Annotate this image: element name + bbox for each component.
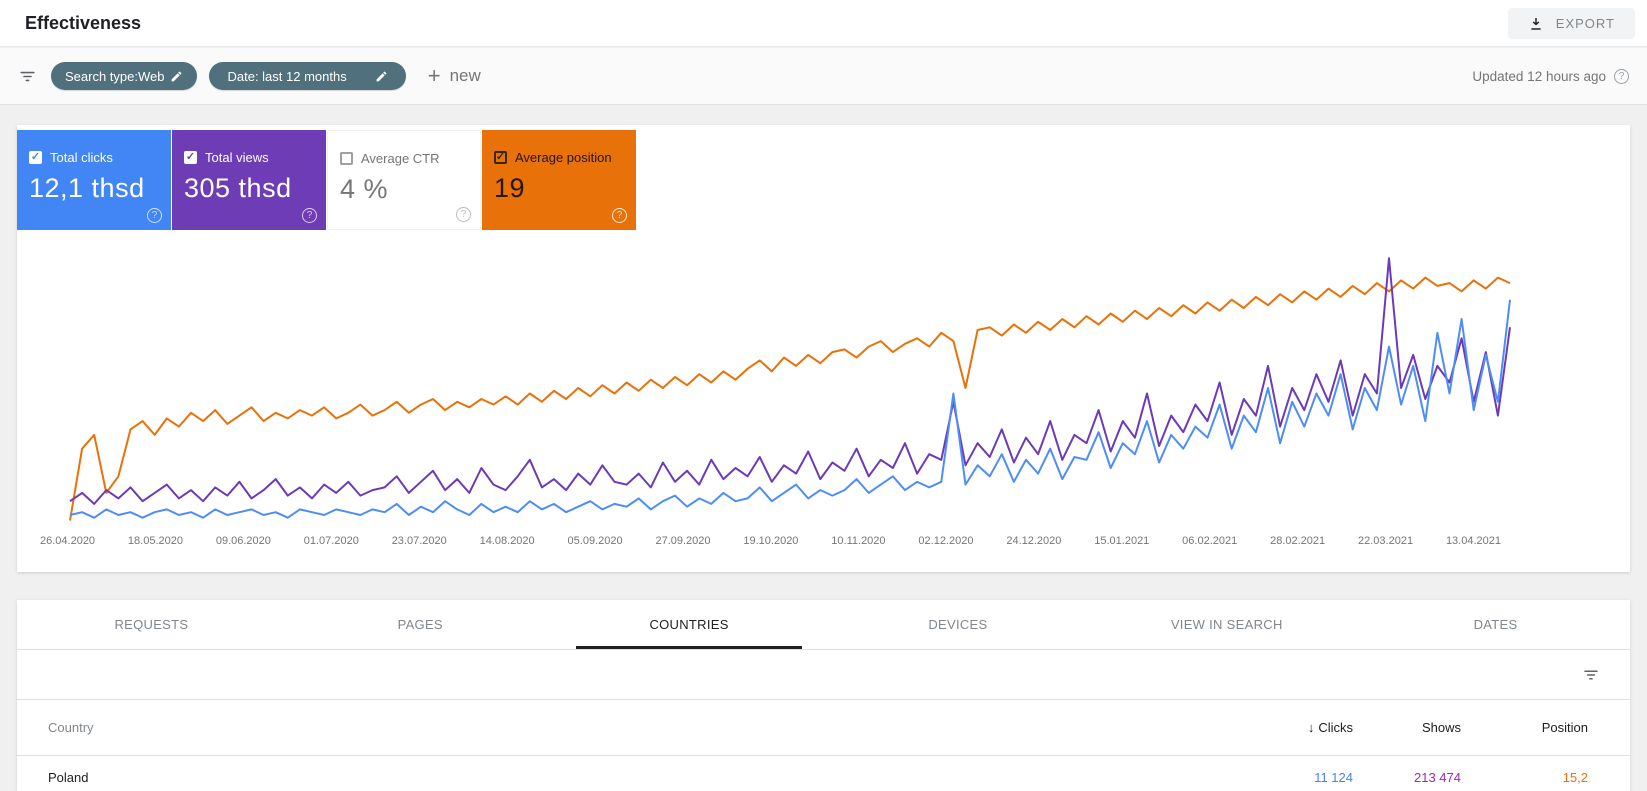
checkbox-average-position[interactable]: ✓ [494, 151, 507, 164]
help-icon[interactable]: ? [147, 208, 162, 223]
metric-label: Average position [515, 150, 612, 165]
column-header-clicks[interactable]: ↓ Clicks [1307, 720, 1353, 735]
cell-position: 15,2 [1562, 770, 1588, 785]
column-header-shows[interactable]: Shows [1421, 720, 1461, 735]
x-axis-label: 13.04.2021 [1445, 535, 1501, 547]
cell-shows: 213 474 [1414, 770, 1461, 785]
updated-text: Updated 12 hours ago [1472, 68, 1606, 84]
metric-value: 305 thsd [184, 173, 292, 203]
x-axis-label: 06.02.2021 [1182, 535, 1238, 547]
checkbox-total-views[interactable]: ✓ [184, 151, 197, 164]
x-axis-label: 15.01.2021 [1094, 535, 1150, 547]
help-icon[interactable]: ? [302, 208, 317, 223]
x-axis-label: 05.09.2020 [567, 535, 623, 547]
filter-chip-label: Date: last 12 months [227, 68, 347, 84]
metric-value: 19 [494, 173, 526, 203]
x-axis-label: 18.05.2020 [127, 535, 183, 547]
table-filter-icon[interactable] [1582, 666, 1600, 684]
table-row[interactable]: Poland 11 124 213 474 15,2 [17, 756, 1630, 791]
cell-clicks: 11 124 [1314, 770, 1353, 785]
new-filter-button[interactable]: + new [427, 63, 481, 88]
traffic-chart [17, 230, 1630, 530]
top-header: Effectiveness EXPORT [0, 0, 1647, 47]
x-axis-label: 24.12.2020 [1006, 535, 1062, 547]
dimension-tabs: REQUESTS PAGES COUNTRIES DEVICES VIEW IN… [17, 600, 1630, 650]
help-icon[interactable]: ? [612, 208, 627, 223]
sort-desc-icon: ↓ [1307, 720, 1315, 735]
filter-bar: Search type:Web Date: last 12 months + n… [0, 48, 1647, 105]
dimensions-table-card: REQUESTS PAGES COUNTRIES DEVICES VIEW IN… [17, 600, 1630, 791]
table-header-row: Country ↓ Clicks Shows Position [17, 700, 1630, 756]
tab-dates[interactable]: DATES [1473, 617, 1518, 632]
metric-tile-total-clicks[interactable]: ✓ Total clicks 12,1 thsd ? [17, 130, 171, 230]
metric-value: 4 % [340, 174, 389, 204]
help-icon[interactable]: ? [456, 207, 471, 222]
filter-list-icon[interactable] [18, 67, 37, 86]
export-button[interactable]: EXPORT [1507, 8, 1635, 39]
checkbox-total-clicks[interactable]: ✓ [29, 151, 42, 164]
x-axis-label: 10.11.2020 [831, 535, 886, 547]
edit-pencil-icon [375, 70, 388, 83]
metric-label: Total views [205, 150, 269, 165]
help-icon[interactable]: ? [1614, 68, 1629, 84]
export-label: EXPORT [1555, 16, 1615, 31]
tab-requests[interactable]: REQUESTS [114, 617, 189, 632]
x-axis-label: 26.04.2020 [40, 535, 96, 547]
metric-tiles: ✓ Total clicks 12,1 thsd ? ✓ Total views… [17, 130, 636, 230]
metric-tile-average-ctr[interactable]: Average CTR 4 % ? [327, 130, 481, 230]
x-axis-label: 01.07.2020 [303, 535, 359, 547]
chart-line-total-views [69, 257, 1511, 505]
cell-country: Poland [48, 770, 89, 785]
new-filter-label: new [449, 66, 481, 85]
check-icon: ✓ [30, 151, 41, 163]
plus-icon: + [427, 63, 441, 88]
x-axis-label: 02.12.2020 [918, 535, 974, 547]
download-icon [1531, 17, 1541, 30]
x-axis-labels: 26.04.2020 18.05.2020 09.06.2020 01.07.2020… [40, 535, 1501, 547]
x-axis-label: 23.07.2020 [391, 535, 447, 547]
x-axis-label: 14.08.2020 [479, 535, 535, 547]
tab-countries[interactable]: COUNTRIES [555, 600, 824, 649]
chart-line-total-clicks [69, 299, 1511, 519]
filter-chip-date[interactable]: Date: last 12 months [209, 62, 406, 90]
check-icon: ✓ [495, 151, 506, 163]
tab-pages[interactable]: PAGES [397, 617, 443, 632]
x-axis-label: 09.06.2020 [215, 535, 271, 547]
filter-chip-search-type[interactable]: Search type:Web [51, 62, 198, 90]
metric-label: Average CTR [361, 151, 440, 166]
column-header-country[interactable]: Country [48, 720, 94, 735]
x-axis-label: 19.10.2020 [743, 535, 799, 547]
updated-status: Updated 12 hours ago ? [1472, 68, 1629, 84]
x-axis-label: 22.03.2021 [1358, 535, 1414, 547]
x-axis-label: 28.02.2021 [1270, 535, 1326, 547]
metric-tile-total-views[interactable]: ✓ Total views 305 thsd ? [172, 130, 326, 230]
checkbox-average-ctr[interactable] [340, 152, 353, 165]
filter-chip-label: Search type:Web [65, 68, 165, 84]
metric-value: 12,1 thsd [29, 173, 145, 203]
tab-view-in-search[interactable]: VIEW IN SEARCH [1170, 617, 1283, 632]
tab-devices[interactable]: DEVICES [928, 617, 988, 632]
chart-line-average-position [69, 276, 1511, 521]
table-toolbar [17, 650, 1630, 700]
metric-label: Total clicks [50, 150, 113, 165]
column-header-position[interactable]: Position [1541, 720, 1588, 735]
x-axis-label: 27.09.2020 [655, 535, 711, 547]
check-icon: ✓ [185, 151, 196, 163]
performance-chart-card: ✓ Total clicks 12,1 thsd ? ✓ Total views… [17, 125, 1630, 572]
page-title: Effectiveness [25, 13, 142, 33]
edit-pencil-icon [170, 70, 183, 83]
metric-tile-average-position[interactable]: ✓ Average position 19 ? [482, 130, 636, 230]
